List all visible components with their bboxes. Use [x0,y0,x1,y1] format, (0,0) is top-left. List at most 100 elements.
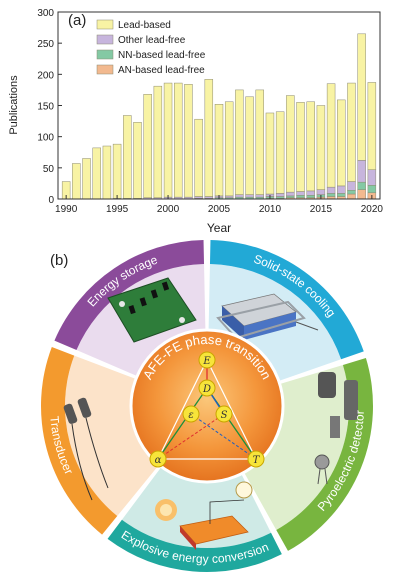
bar-1995-series-3 [112,143,122,199]
phase-node [198,351,216,369]
bar-2007-series-3 [235,89,244,195]
bar-2014-series-1 [306,195,315,199]
bar-2013-series-2 [296,191,305,196]
bar-2001-series-3 [174,82,183,198]
bar-2004-series-2 [204,196,214,199]
phase-node [247,450,265,468]
y-tick-label: 50 [43,164,55,175]
panel-a-label: (a) [68,12,87,29]
bar-2006-series-3 [224,101,234,197]
phase-node [149,450,167,468]
legend-label: AN-based lead-free [118,65,205,76]
legend-label: Lead-based [118,20,171,31]
segment-band [209,240,364,360]
x-tick-label: 2010 [259,204,282,215]
x-tick-label: 1990 [55,204,78,215]
legend-swatch [96,49,114,60]
bar-2010-series-3 [265,112,275,195]
bar-1993-series-3 [92,147,101,200]
pyro-detector-illustration [314,372,358,485]
phase-node [182,405,200,423]
bar-1996-series-3 [123,115,132,199]
bar-2003-series-2 [194,196,203,199]
bar-2020-series-2 [367,169,377,186]
bar-2014-series-3 [306,101,315,192]
bar-1994-series-3 [102,145,112,200]
bar-1999-series-3 [153,85,163,199]
legend-swatch [96,19,114,30]
bar-2013-series-3 [296,102,305,192]
x-tick-label: 2000 [157,204,180,215]
bar-2020-series-1 [367,185,377,194]
bar-2019-series-0 [357,189,366,200]
segment-bg [65,355,159,517]
bar-2014-series-2 [306,190,315,196]
bar-2009-series-3 [255,89,264,195]
cooling-device-illustration [216,293,319,340]
phase-node-label: S [221,410,228,421]
transducer-illustration [63,397,109,501]
bar-2018-series-3 [347,82,356,182]
bar-2012-series-1 [286,195,295,199]
bar-2004-series-3 [204,79,214,197]
y-tick-label: 150 [37,102,54,113]
y-tick-label: 300 [37,8,54,19]
bar-2000-series-3 [163,82,173,198]
publications-bar-chart: 0 50 100 150 200 250 300 1990 1995 2000 2005 2010 20… [8,8,384,235]
panel-b-label: (b) [50,252,69,269]
bar-1991-series-3 [72,163,81,200]
bar-2018-series-0 [347,193,356,200]
phase-node-label: D [202,384,211,395]
x-tick-label: 2005 [208,204,231,215]
bar-2007-series-2 [235,194,244,198]
bar-1992-series-3 [82,158,91,200]
applications-wheel: AFE-FE phase transition EDε Sα T Energy st… [40,240,373,572]
bar-2016-series-2 [326,186,336,194]
bar-2006-series-2 [224,195,234,199]
bar-2017-series-3 [337,99,346,187]
bar-2013-series-1 [296,195,305,199]
segment-band [40,347,118,535]
phase-triangle [157,358,257,460]
y-tick-label: 0 [48,195,54,206]
x-tick-label: 2020 [361,204,384,215]
segment-band [54,240,205,351]
bar-2012-series-3 [286,95,295,193]
bar-1998-series-3 [143,94,152,199]
bar-2017-series-2 [337,185,346,194]
bar-2008-series-2 [245,194,254,198]
segment-band [107,519,282,572]
y-tick-label: 100 [37,133,54,144]
legend-swatch [96,64,114,75]
bar-2009-series-2 [255,194,264,198]
bar-2019-series-3 [357,33,366,161]
segment-bg [244,364,349,530]
bar-2008-series-3 [245,96,254,195]
bar-2002-series-3 [184,84,193,198]
phase-node [215,405,233,423]
segment-band [276,358,373,551]
bar-2015-series-3 [316,105,326,190]
phase-node [198,379,216,397]
bar-2011-series-3 [275,111,285,194]
phase-node-label: ε [188,410,193,421]
bar-2015-series-2 [316,189,326,195]
x-axis-label: Year [207,221,231,235]
bar-2018-series-1 [347,190,356,195]
legend-label: NN-based lead-free [118,50,206,61]
y-axis-label: Publications [8,75,20,135]
legend-swatch [96,34,114,45]
bar-2005-series-3 [214,104,224,197]
phase-node-label: T [253,455,261,466]
bar-2017-series-1 [337,193,346,197]
y-tick-label: 200 [37,70,54,81]
bar-2011-series-1 [275,196,285,199]
bar-2012-series-2 [286,191,295,197]
x-tick-label: 1995 [106,204,129,215]
bar-2003-series-3 [194,118,203,197]
bar-2019-series-2 [357,160,366,183]
bar-2016-series-3 [326,83,336,188]
capacitor-chip-illustration [107,277,197,343]
bar-2019-series-1 [357,181,366,190]
bar-2018-series-2 [347,181,356,191]
